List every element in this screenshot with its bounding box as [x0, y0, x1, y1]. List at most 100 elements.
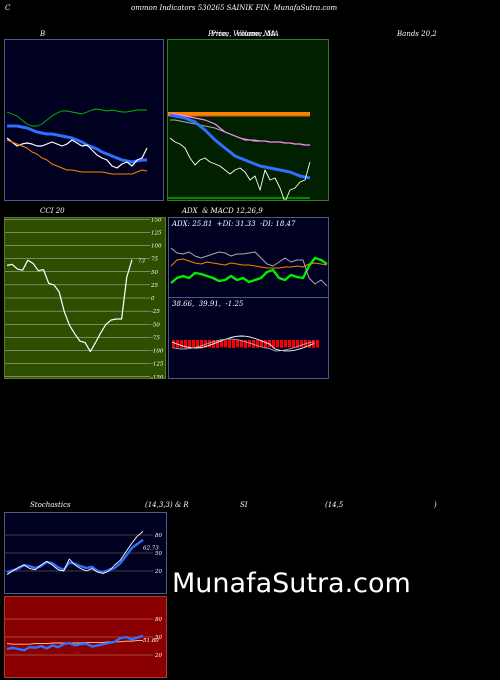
stoch-tick-label: 20	[154, 569, 162, 575]
stoch-tick-label: 50	[155, 551, 162, 557]
macd-histogram-bar	[256, 340, 259, 348]
macd-histogram-bar	[208, 340, 211, 348]
macd-histogram-bar	[276, 340, 279, 348]
ma-short	[170, 113, 310, 146]
cci-tick-label: -25	[151, 309, 160, 315]
rsi-tick-label: 20	[154, 653, 162, 659]
macd-histogram-bar	[188, 340, 191, 348]
cci-tick-label: 50	[151, 270, 158, 276]
macd-histogram-bar	[196, 340, 199, 348]
bands-label: Bands 20,2	[397, 30, 437, 38]
stoch-last-value: 62.73	[143, 545, 159, 551]
adx-macd-label: ADX & MACD 12,26,9	[182, 207, 263, 215]
bb-price-line	[6, 137, 148, 169]
macd-values: 38.66, 39.91, -1.25	[172, 300, 244, 308]
cci-tick-label: 125	[151, 230, 162, 236]
macd-histogram-bar	[224, 340, 227, 348]
header-c: C	[5, 4, 11, 12]
signal-line	[171, 338, 315, 352]
macd-histogram-bar	[232, 340, 235, 348]
cci-tick-label: 150	[151, 218, 162, 223]
macd-line	[171, 335, 315, 352]
macd-histogram-bar	[184, 340, 187, 349]
price-chart	[168, 40, 328, 200]
page-title: ommon Indicators 530265 SAINIK FIN. Muna…	[131, 4, 338, 12]
macd-histogram-bar	[300, 340, 303, 348]
price-line	[169, 137, 311, 200]
macd-histogram-bar	[192, 340, 195, 348]
rsi-panel: 80 50 20 51.80	[4, 596, 167, 678]
rsi-line	[6, 634, 144, 652]
macd-histogram-bar	[244, 340, 247, 348]
macd-histogram-bar	[288, 340, 291, 348]
adx-values: ADX: 25.81 +DI: 31.33 -DI: 18.47	[172, 220, 296, 228]
rsi-label: SI	[240, 501, 248, 509]
cci-label: CCI 20	[40, 207, 65, 215]
ma-trend	[169, 113, 311, 180]
macd-histogram-bar	[316, 340, 319, 348]
macd-histogram-bar	[260, 340, 263, 348]
panel-background	[5, 40, 163, 200]
cci-tick-label: 75	[151, 257, 158, 263]
macd-histogram-bar	[264, 340, 267, 348]
rsi-tick-label: 80	[155, 617, 162, 623]
adx-panel: ADX: 25.81 +DI: 31.33 -DI: 18.47	[168, 217, 329, 299]
rsi-chart: 80 50 20 51.80	[5, 597, 166, 677]
rsi-params-close: )	[434, 501, 437, 509]
macd-histogram-bar	[200, 340, 203, 349]
macd-chart	[169, 298, 328, 378]
macd-histogram-bar	[280, 340, 283, 348]
bollinger-panel	[4, 39, 164, 201]
macd-histogram-bar	[236, 340, 239, 348]
adx-chart	[169, 218, 328, 298]
macd-histogram-bar	[248, 340, 251, 348]
cci-line	[6, 259, 133, 353]
macd-histogram-bar	[308, 340, 311, 348]
bb-label: B	[40, 30, 46, 38]
cci-tick-label: 25	[150, 283, 158, 289]
rsi-params-label: (14,5	[325, 501, 344, 509]
volume-band	[168, 112, 310, 116]
macd-histogram-bar	[296, 340, 299, 348]
stoch-d-line	[6, 531, 144, 575]
macd-histogram-bar	[228, 340, 231, 348]
price-ma-label: Price, Volume, MA	[208, 30, 276, 38]
panel-background	[169, 218, 328, 298]
bb-middle-band	[7, 124, 147, 164]
cci-tick-label: -50	[151, 322, 160, 328]
bollinger-chart	[5, 40, 163, 200]
bb-lower-band	[6, 139, 148, 175]
cci-panel: 1751501251007550250-25-50-75-100-125-150…	[4, 217, 166, 379]
rsi-tick-label: 50	[155, 635, 162, 641]
price-panel	[167, 39, 329, 201]
macd-histogram-bar	[284, 340, 287, 348]
macd-panel: 38.66, 39.91, -1.25	[168, 297, 329, 379]
bb-upper-band	[6, 108, 147, 127]
cci-tick-label: -75	[151, 335, 160, 341]
cci-tick-label: 0	[151, 296, 155, 302]
macd-histogram-bar	[172, 340, 175, 348]
rsi-avg-line	[6, 640, 143, 645]
cci-tick-label: -100	[151, 349, 164, 355]
cci-tick-label: -150	[151, 375, 164, 378]
stoch-k-line	[6, 538, 144, 574]
macd-histogram-bar	[216, 340, 219, 348]
panel-background	[168, 40, 328, 200]
adx-line	[170, 258, 328, 269]
minus-di-line	[170, 247, 328, 287]
price-ma-label-overlay: Price, Volume, MA	[211, 30, 279, 38]
cci-tick-label: 100	[151, 244, 162, 250]
panel-background	[169, 298, 328, 378]
cci-chart: 1751501251007550250-25-50-75-100-125-150…	[5, 218, 165, 378]
stoch-label: Stochastics	[30, 501, 71, 509]
macd-histogram-bar	[292, 340, 295, 348]
plus-di-line	[170, 256, 328, 284]
macd-histogram-bar	[180, 340, 183, 348]
cci-tick-label: -125	[151, 362, 164, 368]
stochastics-panel: 80 50 20 62.73	[4, 512, 167, 594]
macd-histogram-bar	[272, 340, 275, 348]
cci-last-value: 73	[138, 259, 145, 265]
stoch-tick-label: 80	[155, 533, 162, 539]
rsi-last-value: 51.80	[143, 638, 159, 644]
macd-histogram-bar	[220, 340, 223, 348]
